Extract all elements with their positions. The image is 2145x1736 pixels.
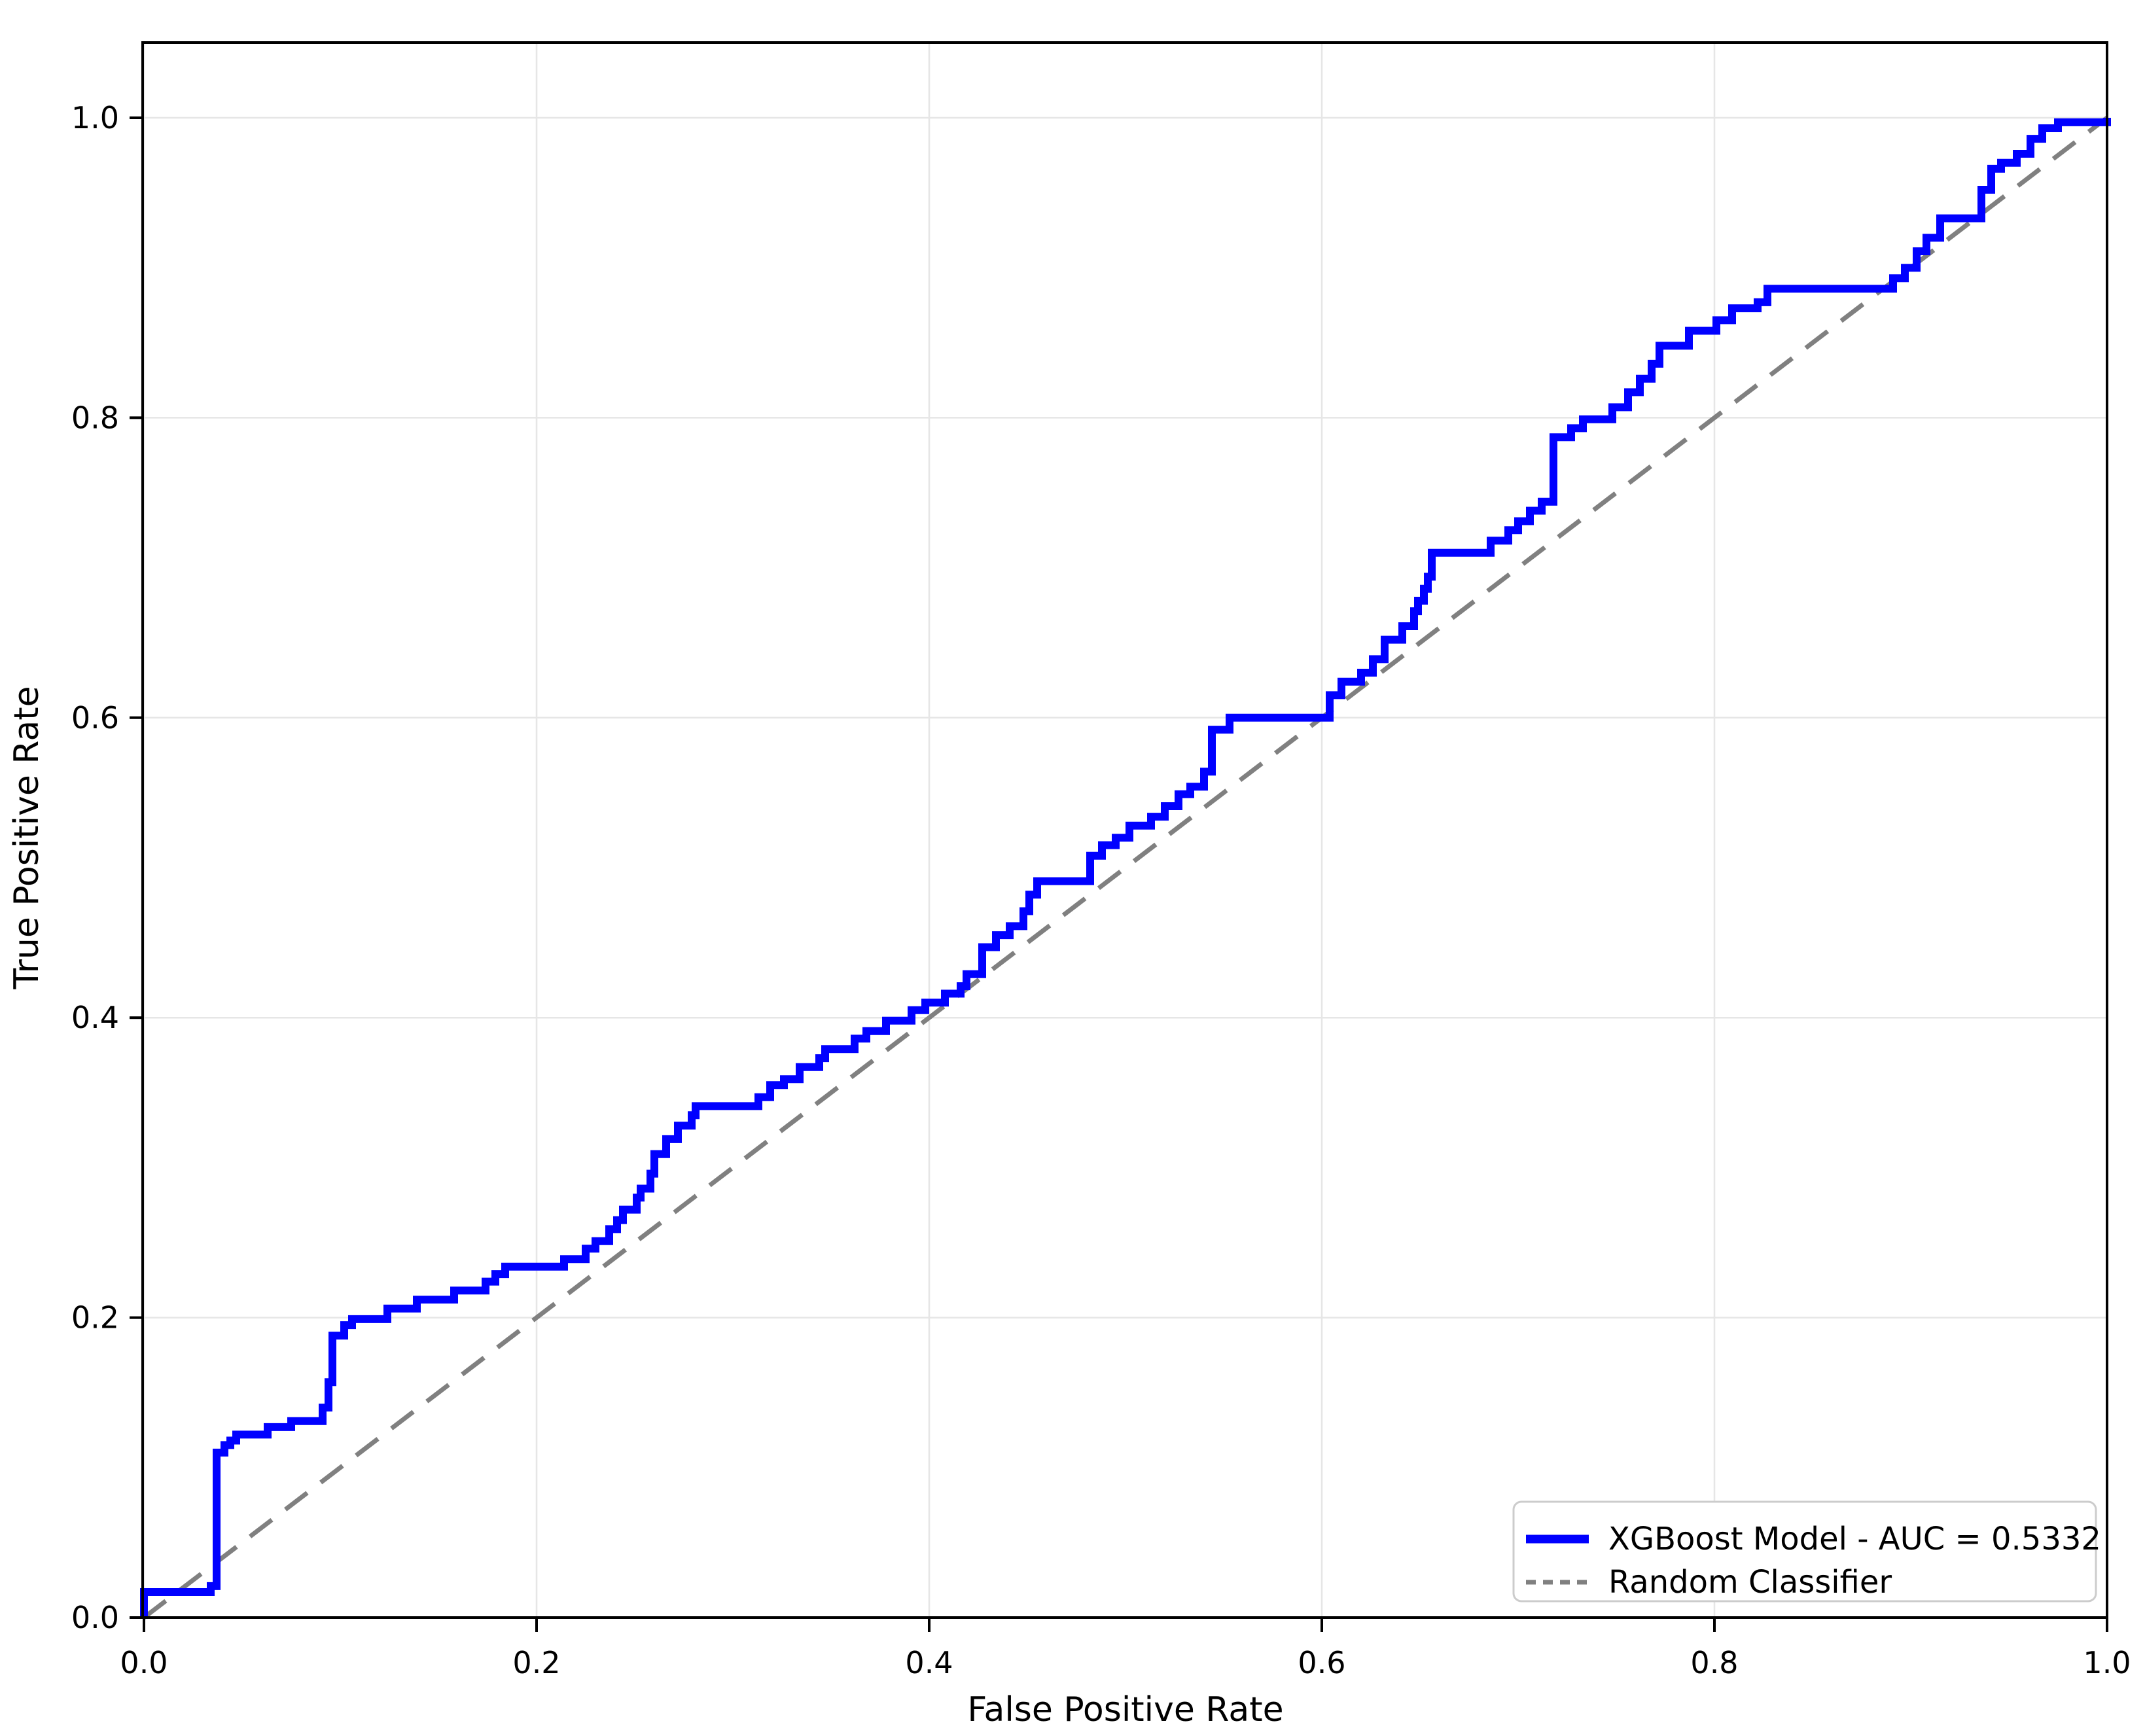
plot-spines <box>141 41 2108 1619</box>
x-tick-label-1.0: 1.0 <box>2083 1645 2131 1680</box>
legend: XGBoost Model - AUC = 0.5332 Random Clas… <box>1512 1500 2101 1603</box>
y-axis-label: True Positive Rate <box>7 686 46 989</box>
y-tick-label-0.0: 0.0 <box>71 1600 119 1635</box>
legend-box <box>1512 1500 2097 1603</box>
y-tick-label-1.0: 1.0 <box>71 100 119 135</box>
legend-label-random: Random Classifier <box>1608 1564 1892 1601</box>
y-tick-label-0.6: 0.6 <box>71 700 119 735</box>
y-tick-label-0.2: 0.2 <box>71 1300 119 1336</box>
x-tick-label-0.8: 0.8 <box>1690 1645 1738 1680</box>
legend-label-model: XGBoost Model - AUC = 0.5332 <box>1608 1521 2101 1557</box>
x-tick-label-0.4: 0.4 <box>905 1645 953 1680</box>
x-tick-label-0.0: 0.0 <box>120 1645 168 1680</box>
y-tick-label-0.8: 0.8 <box>71 400 119 435</box>
x-tick-label-0.6: 0.6 <box>1298 1645 1345 1680</box>
random-classifier-line <box>142 116 2109 1620</box>
y-tick-label-0.4: 0.4 <box>71 1000 119 1035</box>
roc-curve-line <box>140 118 2111 1618</box>
tick-layer: 0.0 0.2 0.4 0.6 0.8 1.0 0.0 0.2 0.4 0.6 0.8 1.0 <box>71 100 2131 1680</box>
x-axis-label: False Positive Rate <box>967 1690 1283 1729</box>
x-tick-label-0.2: 0.2 <box>512 1645 560 1680</box>
